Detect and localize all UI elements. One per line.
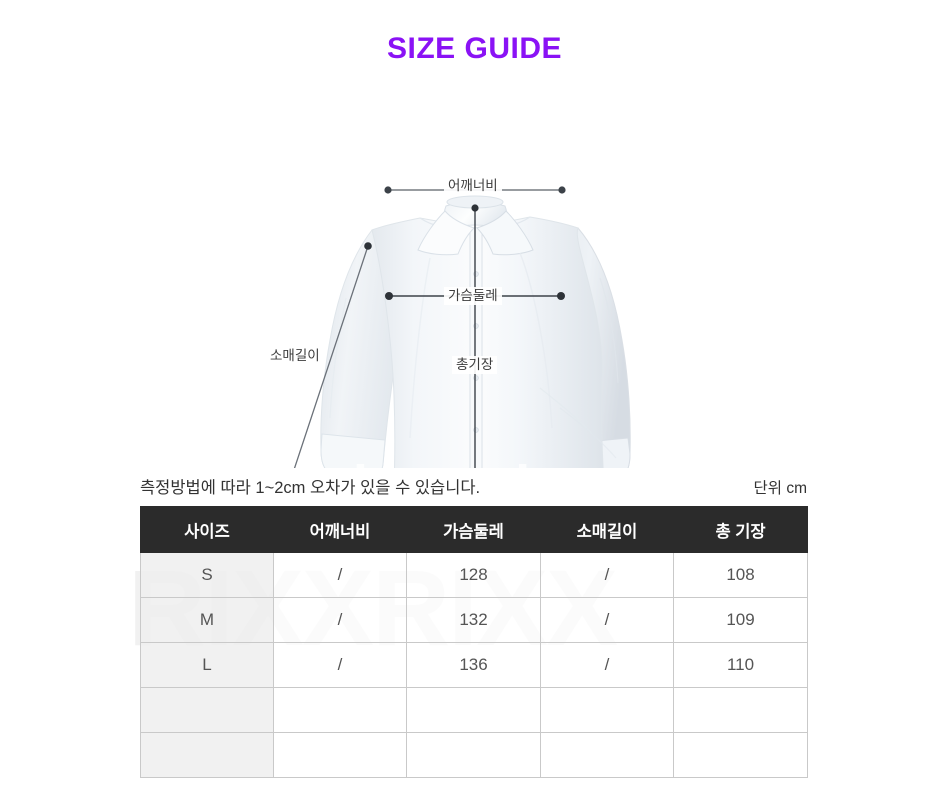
page-title: SIZE GUIDE <box>386 32 563 65</box>
table-header-row: 사이즈 어깨너비 가슴둘레 소매길이 총 기장 <box>140 506 808 553</box>
cell-sleeve: / <box>540 552 674 598</box>
cell-shoulder: / <box>273 597 407 643</box>
column-header-sleeve: 소매길이 <box>540 506 674 553</box>
table-row: M / 132 / 109 <box>140 597 808 643</box>
cell-length: 110 <box>673 642 808 688</box>
cell-sleeve <box>540 687 674 733</box>
table-row <box>140 687 808 733</box>
table-row: L / 136 / 110 <box>140 642 808 688</box>
shirt-illustration: rixx rixx <box>0 78 949 512</box>
column-header-shoulder: 어깨너비 <box>273 506 407 553</box>
table-row <box>140 732 808 778</box>
shirt-photo-svg <box>293 186 631 468</box>
cell-length <box>673 687 808 733</box>
cell-chest: 136 <box>406 642 541 688</box>
cell-size: M <box>140 597 274 643</box>
cell-size <box>140 732 274 778</box>
unit-label: 단위 cm <box>753 480 808 497</box>
cell-size: L <box>140 642 274 688</box>
cell-sleeve: / <box>540 642 674 688</box>
size-table-zone: RIXXRIXX 사이즈 어깨너비 가슴둘레 소매길이 총 기장 S / 128… <box>0 506 949 778</box>
size-diagram: rixx rixx 어깨너비 가슴둘레 소매길이 총기장 <box>0 78 949 512</box>
cell-shoulder: / <box>273 642 407 688</box>
measurement-tolerance-note: 측정방법에 따라 1~2cm 오차가 있을 수 있습니다. <box>140 479 481 497</box>
cell-sleeve <box>540 732 674 778</box>
cell-length <box>673 732 808 778</box>
cell-shoulder: / <box>273 552 407 598</box>
column-header-length: 총 기장 <box>673 506 808 553</box>
cell-chest: 128 <box>406 552 541 598</box>
label-chest-circumference: 가슴둘레 <box>444 287 502 305</box>
label-shoulder-width: 어깨너비 <box>444 177 502 195</box>
cell-chest: 132 <box>406 597 541 643</box>
cell-length: 108 <box>673 552 808 598</box>
column-header-chest: 가슴둘레 <box>406 506 541 553</box>
cell-chest <box>406 687 541 733</box>
column-header-size: 사이즈 <box>140 506 274 553</box>
cell-shoulder <box>273 687 407 733</box>
table-row: S / 128 / 108 <box>140 552 808 598</box>
cell-length: 109 <box>673 597 808 643</box>
size-table: 사이즈 어깨너비 가슴둘레 소매길이 총 기장 S / 128 / 108 M … <box>140 506 808 778</box>
measurement-note-row: 측정방법에 따라 1~2cm 오차가 있을 수 있습니다. 단위 cm <box>140 468 807 498</box>
cell-size: S <box>140 552 274 598</box>
cell-shoulder <box>273 732 407 778</box>
label-sleeve-length: 소매길이 <box>270 348 320 363</box>
cell-chest <box>406 732 541 778</box>
cell-sleeve: / <box>540 597 674 643</box>
label-total-length: 총기장 <box>452 356 498 374</box>
cell-size <box>140 687 274 733</box>
